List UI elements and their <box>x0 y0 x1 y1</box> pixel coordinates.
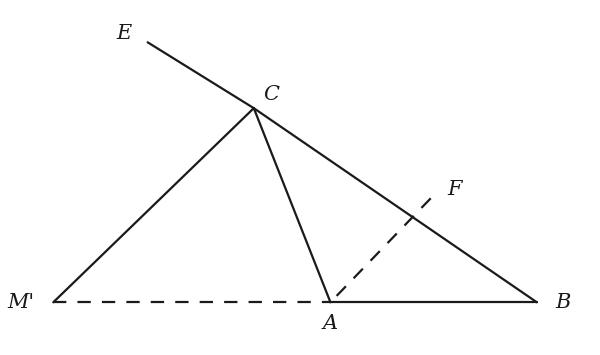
Text: B: B <box>556 293 571 312</box>
Text: E: E <box>116 24 131 43</box>
Text: M': M' <box>7 293 34 312</box>
Text: F: F <box>447 180 461 199</box>
Text: C: C <box>263 85 280 104</box>
Text: A: A <box>323 313 338 333</box>
